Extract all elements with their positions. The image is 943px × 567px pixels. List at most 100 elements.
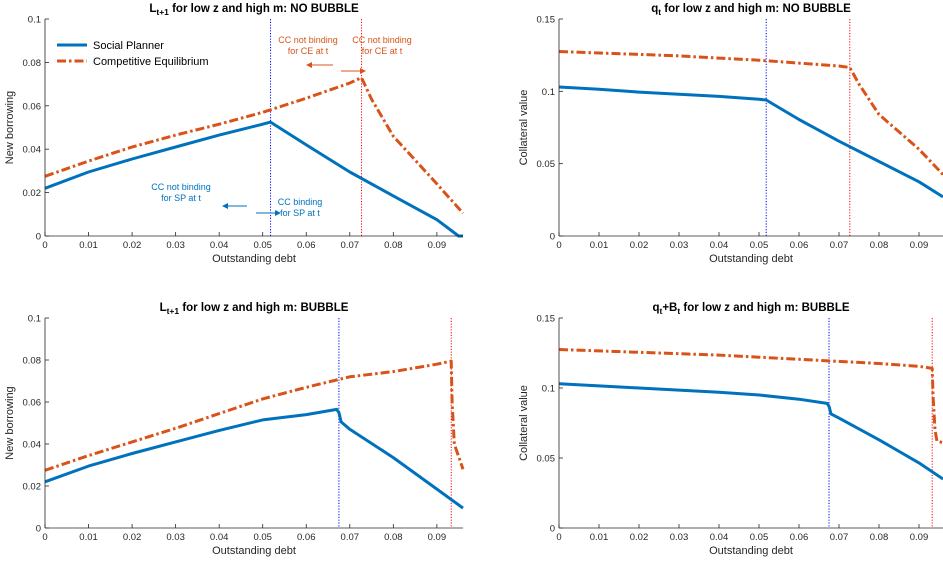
x-tick-label: 0.09: [910, 240, 929, 251]
x-tick-label: 0.07: [341, 240, 360, 251]
plot-area: [559, 318, 943, 528]
y-tick-label: 0.02: [23, 188, 42, 199]
x-tick-label: 0.05: [750, 240, 769, 251]
chart-title: qt for low z and high m: NO BUBBLE: [651, 3, 851, 17]
x-tick-label: 0.03: [670, 240, 689, 251]
y-tick-label: 0: [36, 524, 41, 535]
title-part: q: [651, 3, 658, 15]
title-part: for low z and high m: NO BUBBLE: [661, 3, 851, 15]
series-line-competitive-equilibrium: [44, 76, 465, 215]
series-line-competitive-equilibrium: [558, 348, 943, 445]
x-axis-label: Outstanding debt: [709, 253, 793, 265]
annotation-ce-not-binding-left: for CE at t: [288, 46, 329, 56]
arrow-right-sp-head: [275, 210, 281, 216]
y-axis-label: Collateral value: [518, 90, 530, 166]
title-part: for low z and high m: NO BUBBLE: [169, 3, 359, 15]
title-part: L: [160, 302, 167, 314]
annotation-sp-binding: CC binding: [278, 197, 323, 207]
x-axis-label: Outstanding debt: [709, 545, 793, 557]
annotation-ce-not-binding-right: CC not binding: [352, 35, 412, 45]
x-tick-label: 0.08: [870, 532, 889, 543]
y-tick-label: 0.1: [542, 87, 555, 98]
y-tick-label: 0.15: [537, 15, 556, 26]
x-tick-label: 0.02: [123, 532, 142, 543]
x-tick-label: 0: [42, 532, 47, 543]
x-tick-label: 0.06: [790, 240, 809, 251]
arrow-left-sp-head: [222, 203, 228, 209]
x-tick-label: 0: [556, 240, 561, 251]
title-part: q: [652, 302, 659, 314]
y-tick-label: 0.1: [28, 15, 41, 26]
y-tick-label: 0.05: [537, 454, 556, 465]
chart-panel-4: qt+Bt for low z and high m: BUBBLE 0 0.01 0…: [518, 302, 943, 557]
x-tick-label: 0.07: [830, 240, 849, 251]
x-tick-label: 0.07: [830, 532, 849, 543]
title-subscript: t+1: [167, 306, 180, 316]
title-subscript: t: [658, 7, 661, 17]
title-part: for low z and high m: BUBBLE: [680, 302, 850, 314]
x-tick-label: 0.01: [590, 240, 609, 251]
y-tick-label: 0: [550, 524, 555, 535]
series-line-competitive-equilibrium: [558, 50, 943, 176]
legend: Social Planner Competitive Equilibrium: [57, 40, 209, 68]
y-tick-label: 0: [550, 232, 555, 243]
series-line-social-planner: [44, 407, 464, 510]
y-tick-label: 0.15: [537, 314, 556, 325]
chart-title: Lt+1 for low z and high m: BUBBLE: [160, 302, 349, 316]
chart-title: qt+Bt for low z and high m: BUBBLE: [652, 302, 849, 316]
legend-label-social-planner: Social Planner: [93, 40, 164, 52]
annotation-ce-not-binding-left: CC not binding: [278, 35, 338, 45]
x-tick-label: 0.04: [210, 240, 229, 251]
x-tick-label: 0.02: [123, 240, 142, 251]
y-tick-label: 0.1: [28, 314, 41, 325]
x-tick-label: 0.08: [870, 240, 889, 251]
chart-panel-3: Lt+1 for low z and high m: BUBBLE 0 0.01 0.…: [4, 302, 465, 557]
y-tick-label: 0.06: [23, 398, 42, 409]
y-tick-label: 0.04: [23, 145, 42, 156]
y-tick-label: 0.05: [537, 159, 556, 170]
arrow-left-ce-head: [306, 62, 312, 68]
x-tick-label: 0.03: [166, 532, 185, 543]
x-tick-label: 0: [556, 532, 561, 543]
title-subscript: t: [660, 306, 663, 316]
x-tick-label: 0.04: [710, 532, 729, 543]
annotation-sp-not-binding: for SP at t: [161, 193, 201, 203]
x-tick-label: 0.09: [428, 532, 447, 543]
x-tick-label: 0.05: [253, 240, 272, 251]
x-tick-label: 0.01: [590, 532, 609, 543]
y-tick-label: 0.08: [23, 356, 42, 367]
x-tick-label: 0.01: [79, 240, 98, 251]
plot-area: [559, 19, 943, 236]
x-tick-label: 0.07: [341, 532, 360, 543]
x-tick-label: 0.03: [670, 532, 689, 543]
x-tick-label: 0.08: [384, 532, 403, 543]
x-tick-label: 0: [42, 240, 47, 251]
y-tick-label: 0.1: [542, 384, 555, 395]
chart-title: Lt+1 for low z and high m: NO BUBBLE: [149, 3, 359, 17]
series-line-social-planner: [558, 85, 943, 199]
annotation-ce-not-binding-right: for CE at t: [362, 46, 403, 56]
y-tick-label: 0.06: [23, 101, 42, 112]
x-axis-label: Outstanding debt: [212, 545, 296, 557]
chart-panel-1: Lt+1 for low z and high m: NO BUBBLE 0 0.0…: [4, 3, 465, 265]
x-axis-label: Outstanding debt: [212, 253, 296, 265]
annotation-sp-binding: for SP at t: [280, 208, 320, 218]
x-tick-label: 0.08: [384, 240, 403, 251]
x-tick-label: 0.05: [253, 532, 272, 543]
x-tick-label: 0.06: [297, 240, 316, 251]
x-tick-label: 0.02: [630, 532, 649, 543]
series-line-social-planner: [558, 382, 943, 481]
x-tick-label: 0.09: [428, 240, 447, 251]
annotation-sp-not-binding: CC not binding: [151, 182, 211, 192]
chart-panel-2: qt for low z and high m: NO BUBBLE 0 0.01 0…: [518, 3, 943, 265]
arrow-right-ce-head: [360, 68, 366, 74]
series-line-competitive-equilibrium: [44, 359, 465, 472]
legend-label-competitive-equilibrium: Competitive Equilibrium: [93, 56, 209, 68]
y-axis-label: New borrowing: [4, 91, 16, 164]
series-line-social-planner: [44, 120, 463, 238]
x-tick-label: 0.01: [79, 532, 98, 543]
y-tick-label: 0.02: [23, 482, 42, 493]
x-tick-label: 0.06: [297, 532, 316, 543]
